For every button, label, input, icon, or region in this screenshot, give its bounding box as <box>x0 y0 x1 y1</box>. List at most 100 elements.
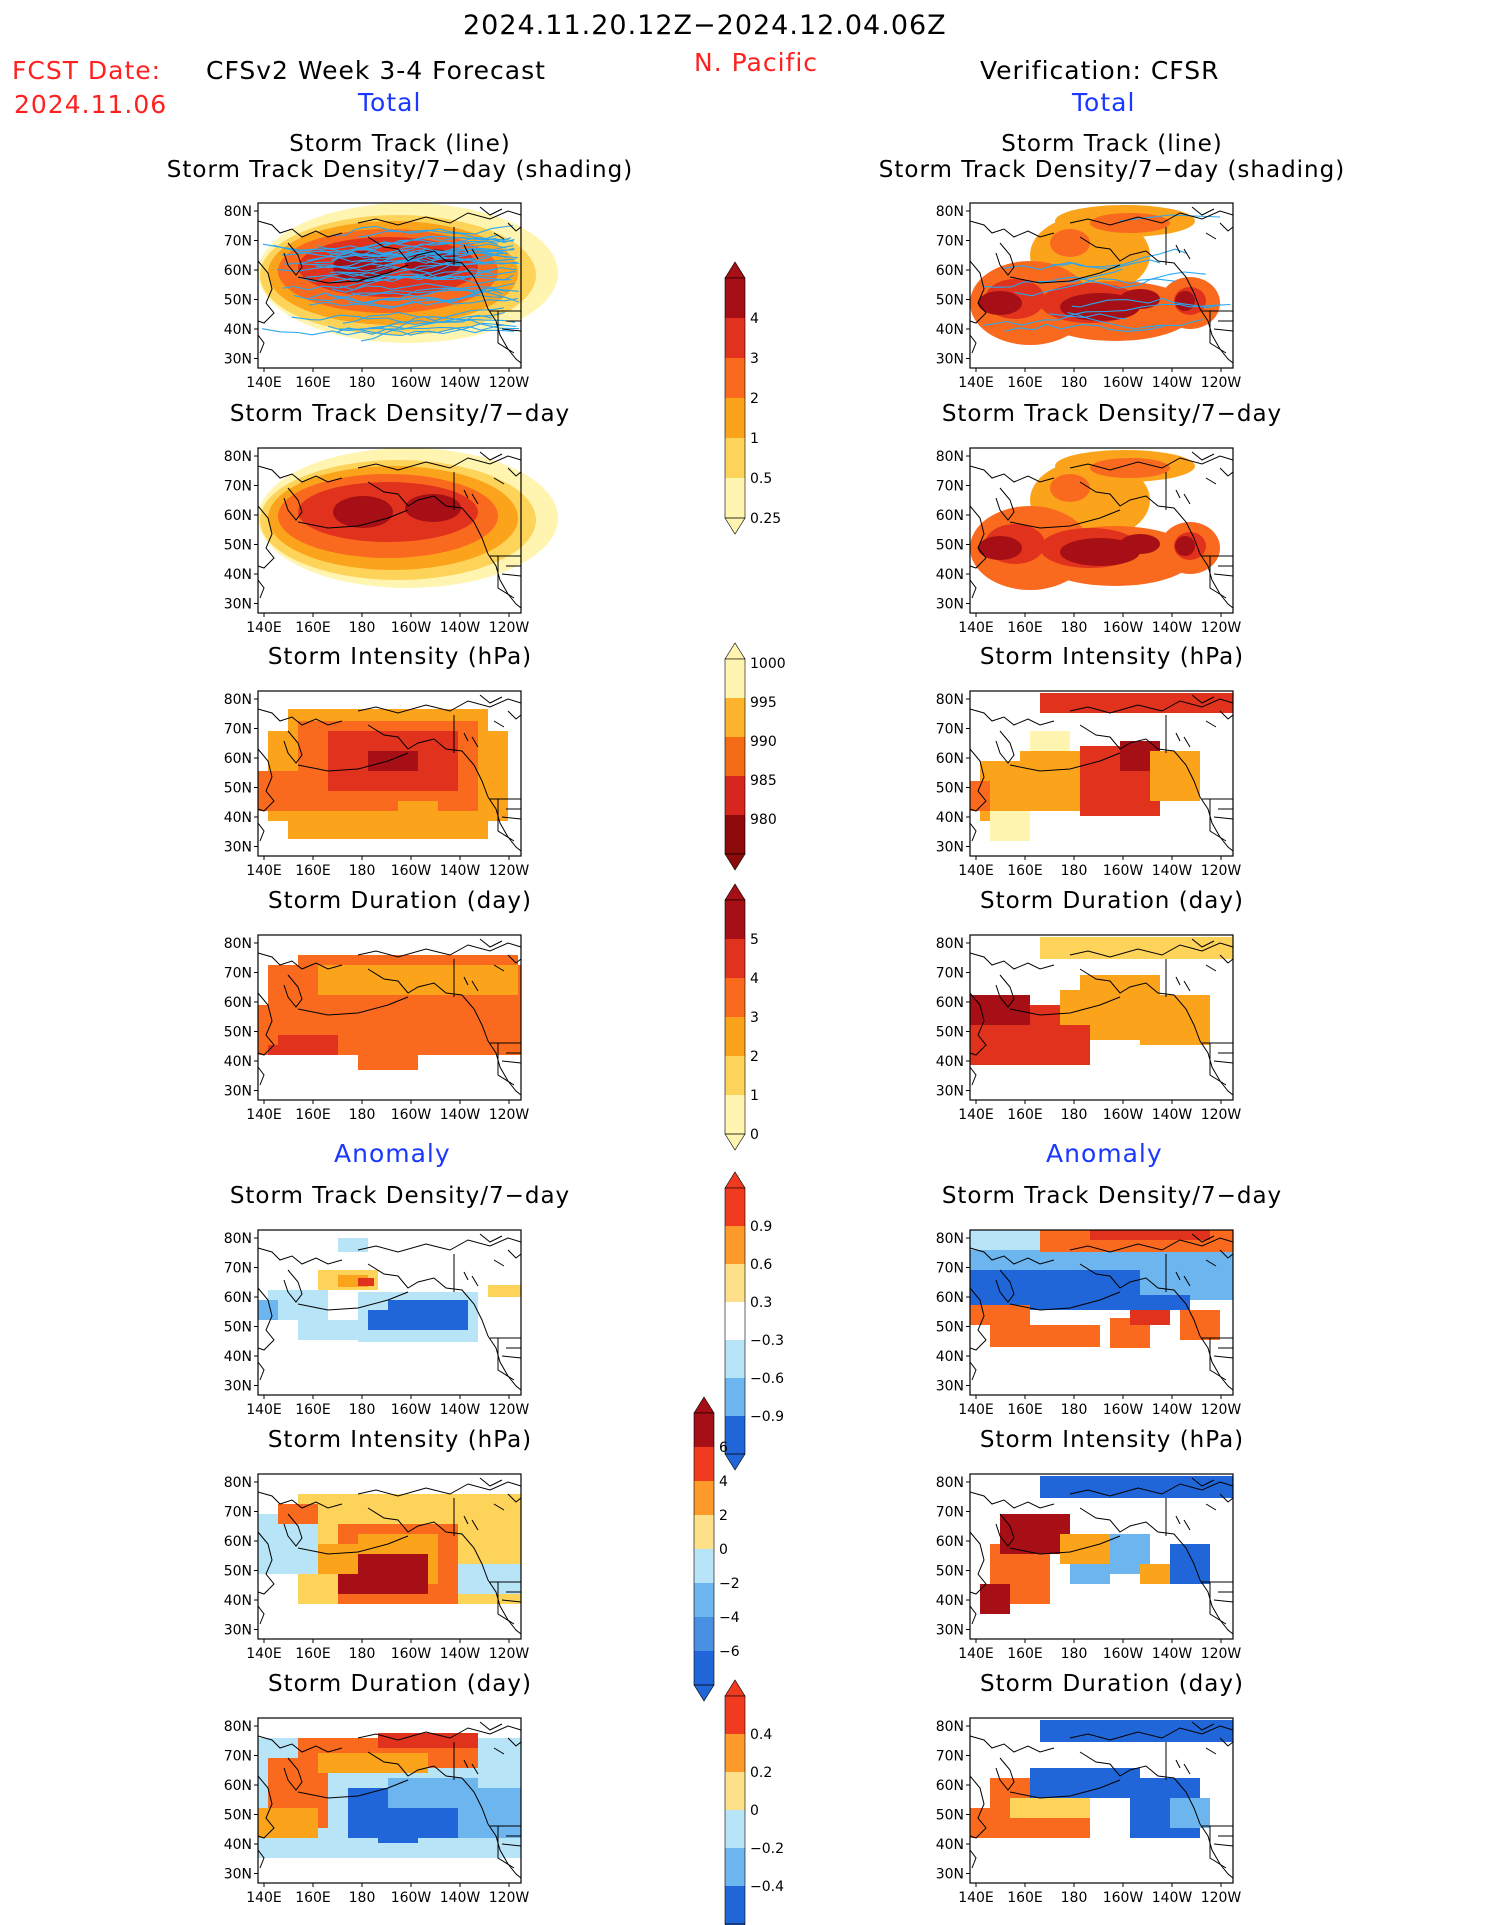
coast-alaska-north <box>357 698 522 714</box>
lat-label: 60N <box>936 263 964 279</box>
colorbar-segment <box>725 900 745 939</box>
lat-label: 30N <box>224 1867 252 1883</box>
lon-label: 140W <box>440 1402 481 1418</box>
map-verification-track-density: 80N 70N 60N 50N 40N 30N 140E 160E 180 160W 140W 120… <box>936 202 1241 391</box>
lon-label: 140E <box>958 1107 994 1123</box>
coast-japan <box>257 1775 275 1839</box>
lon-label: 140W <box>440 620 481 636</box>
colorbar-density-anom: 0.9 0.6 0.3 −0.3 −0.6 −0.9 <box>724 1171 784 1471</box>
border-states <box>497 1043 522 1086</box>
map-forecast-track-density: 80N 70N 60N 50N 40N 30N 140E 160E 180 160W 140W 120… <box>224 202 558 391</box>
lat-label: 80N <box>936 449 964 465</box>
right-anom-duration-title: Storm Duration (day) <box>980 1671 1244 1697</box>
coastlines <box>257 451 522 609</box>
map-frame <box>257 690 522 857</box>
lat-label: 70N <box>224 722 252 738</box>
lat-label: 70N <box>224 1749 252 1765</box>
lon-label: 120W <box>1201 620 1242 636</box>
coast-alaska-north <box>1069 1237 1234 1253</box>
coast-siberia <box>257 220 343 238</box>
colorbar-duration-total: 5 4 3 2 1 0 <box>724 883 759 1151</box>
coast-aleutians <box>1009 1779 1121 1799</box>
colorbar-label: 0.4 <box>750 1727 772 1743</box>
border-states <box>1209 311 1234 354</box>
colorbar-end-top <box>724 1679 746 1697</box>
lon-label: 160E <box>295 1890 331 1906</box>
coast-kamchatka <box>283 730 303 764</box>
lon-label: 140W <box>440 863 481 879</box>
right-density-title: Storm Track Density/7−day <box>941 401 1283 427</box>
storm-track-line <box>984 313 1127 326</box>
coast-arctic-islands <box>1191 1721 1234 1755</box>
lat-label: 50N <box>936 1808 964 1824</box>
colorbar-end-bottom <box>693 1684 715 1702</box>
storm-track-line <box>1003 259 1161 271</box>
lat-label: 60N <box>224 995 252 1011</box>
coast-islands <box>463 244 479 260</box>
colorbar-segment <box>725 318 745 358</box>
forecast-period: 2024.11.20.12Z−2024.12.04.06Z <box>463 10 947 41</box>
storm-track-line <box>342 311 516 324</box>
coast-islands <box>463 1515 479 1531</box>
coast-alaska-south <box>1079 1263 1201 1337</box>
lat-label: 50N <box>936 1025 964 1041</box>
colorbar-segment <box>725 398 745 438</box>
coast-arctic-islands <box>1191 694 1234 728</box>
shading-layer <box>258 1733 521 1858</box>
colorbar-intensity-total: 1000 995 990 985 980 <box>724 642 786 871</box>
left-total-label: Total <box>358 88 422 117</box>
colorbar-label: −4 <box>719 1610 740 1626</box>
coast-japan <box>257 992 275 1056</box>
storm-track-line <box>335 252 508 274</box>
lon-label: 160E <box>295 863 331 879</box>
coastlines <box>969 1477 1234 1635</box>
lon-label: 160W <box>1103 1107 1144 1123</box>
lon-label: 160W <box>391 863 432 879</box>
coast-china <box>969 822 977 842</box>
colorbar-label: 4 <box>719 1474 728 1490</box>
coast-china <box>969 1849 977 1869</box>
coast-china <box>969 579 977 599</box>
map-frame <box>257 1473 522 1640</box>
lon-label: 140E <box>958 1890 994 1906</box>
map-forecast-density: 80N 70N 60N 50N 40N 30N 140E 160E 180 160W 140W 120… <box>224 447 558 636</box>
lon-label: 120W <box>1201 1646 1242 1662</box>
lon-label: 180 <box>1061 1402 1088 1418</box>
lon-label: 180 <box>349 1107 376 1123</box>
colorbar-segment <box>694 1481 714 1515</box>
shaded-cell <box>258 771 318 811</box>
colorbar-segment <box>725 1734 745 1772</box>
coast-china <box>257 579 265 599</box>
shaded-cell <box>278 1504 318 1524</box>
shaded-cell <box>970 781 990 811</box>
coast-alaska-south <box>367 1751 489 1825</box>
colorbar-segment <box>725 1056 745 1095</box>
lon-label: 140E <box>958 863 994 879</box>
lat-label: 60N <box>936 1778 964 1794</box>
lon-label: 120W <box>489 1890 530 1906</box>
colorbar-label: 0.5 <box>750 471 772 487</box>
coast-alaska-south <box>367 236 489 310</box>
coast-alaska-south <box>1079 968 1201 1042</box>
border-states <box>497 1582 522 1625</box>
lon-label: 120W <box>489 620 530 636</box>
shaded-cell <box>1000 1514 1070 1554</box>
storm-track-line <box>365 274 515 281</box>
coast-alaska-south <box>1079 724 1201 798</box>
lat-label: 80N <box>224 1719 252 1735</box>
lon-label: 140W <box>440 375 481 391</box>
shaded-region <box>1050 229 1090 257</box>
colorbar-segment <box>725 939 745 978</box>
colorbar-segment <box>725 1848 745 1886</box>
map-frame <box>257 447 522 614</box>
lat-label: 70N <box>936 1261 964 1277</box>
storm-track-line <box>309 289 503 307</box>
shaded-cell <box>970 995 1030 1025</box>
coast-arctic-islands <box>479 1721 522 1755</box>
left-column-title: CFSv2 Week 3-4 Forecast <box>206 56 546 85</box>
right-track-line-title: Storm Track (line) <box>1001 131 1223 157</box>
coast-na-west <box>487 1579 522 1635</box>
colorbar-end-top <box>724 642 746 660</box>
coast-aleutians <box>1009 996 1121 1016</box>
region-label: N. Pacific <box>694 48 819 77</box>
